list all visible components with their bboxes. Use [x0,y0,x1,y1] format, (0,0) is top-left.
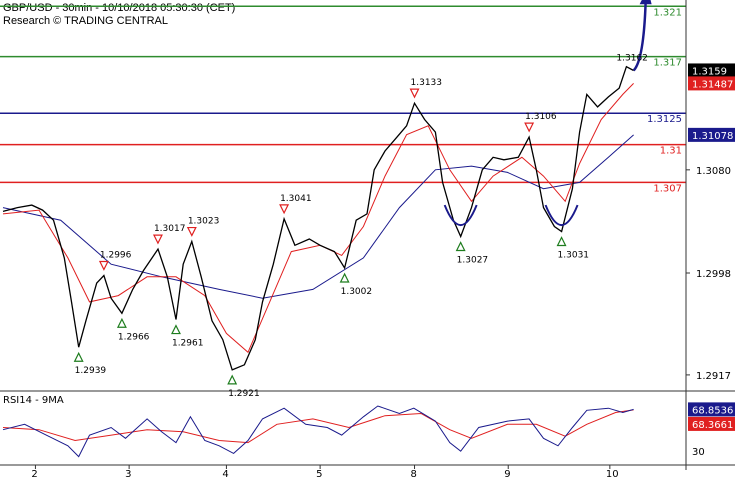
resistance-marker-0 [98,260,109,271]
x-tick-label-4: 8 [411,469,417,480]
rsi-panel: RSI14 - 9MA 30 68.8536 68.3661 [2,395,735,458]
y-tick-label-0: 1.3080 [696,166,731,177]
annotation-label-13: 1.3031 [558,250,590,260]
annotation-label-6: 1.3162 [616,54,648,64]
rsi-value-tag: 68.8536 [692,405,733,416]
chart-title: GBP/USD - 30min - 10/10/2018 05:30:30 (C… [3,2,236,14]
ema-fast-line [2,83,634,354]
ema-slow-line [2,134,634,299]
support-marker-12 [455,241,466,252]
level-label-1: 1.317 [653,58,682,69]
forecast-arrow-head [639,0,652,5]
annotation-label-10: 1.2921 [228,389,260,399]
rsi-ma-value-tag: 68.3661 [692,420,733,431]
rsi-y-tick-label-0: 30 [692,447,705,458]
rsi-value-tag-bg [688,402,735,417]
y-tick-label-1: 1.2998 [696,269,731,280]
price-layer [2,0,652,371]
level-label-2: 1.3125 [647,114,682,125]
level-label-4: 1.307 [653,183,682,194]
forecast-arrow-shaft [632,2,647,72]
chart-credit: Research © TRADING CENTRAL [3,15,168,27]
annotation-label-5: 1.3106 [525,112,557,122]
moving-averages-layer [2,83,634,354]
annotation-label-2: 1.3023 [188,217,220,227]
annotation-label-12: 1.3027 [457,256,489,266]
ema-slow-tag-bg [688,127,735,142]
annotation-label-7: 1.2939 [75,366,107,376]
rsi-line [2,405,634,458]
annotation-label-4: 1.3133 [411,78,443,88]
last-price-tag-bg [688,63,735,78]
annotation-label-3: 1.3041 [280,194,312,204]
annotation-label-9: 1.2961 [172,339,204,349]
last-price-tag: 1.3159 [692,66,727,77]
resistance-marker-3 [279,204,290,215]
cup-arc-0 [443,204,478,226]
x-tick-label-0: 2 [31,469,37,480]
support-marker-7 [73,351,84,362]
ema-fast-tag: 1.31487 [692,79,733,90]
y-tick-label-2: 1.2917 [696,371,731,382]
support-marker-10 [227,374,238,385]
price-line [2,65,634,371]
support-marker-13 [556,236,567,247]
levels-layer: 1.321 1.317 1.3125 1.31 1.307 [0,5,686,194]
rsi-title: RSI14 - 9MA [3,395,64,406]
x-tick-label-2: 4 [222,469,228,480]
level-label-0: 1.321 [653,7,682,18]
annotation-label-11: 1.3002 [341,287,373,297]
support-marker-11 [339,272,350,283]
resistance-marker-5 [524,122,535,133]
rsi-ma-value-tag-bg [688,416,735,431]
annotation-label-0: 1.2996 [100,251,132,261]
resistance-marker-2 [186,226,197,237]
level-label-3: 1.31 [660,146,682,157]
ema-slow-tag: 1.31078 [692,131,733,142]
support-marker-9 [171,324,181,335]
rsi-ma-line [2,409,634,444]
x-tick-label-3: 5 [316,469,322,480]
x-tick-label-5: 9 [504,469,510,480]
x-tick-label-6: 10 [606,469,619,480]
annotation-label-8: 1.2966 [118,332,150,342]
resistance-marker-4 [409,88,420,99]
resistance-marker-1 [152,234,163,245]
support-marker-8 [116,317,127,328]
ema-fast-tag-bg [688,76,735,91]
cup-arc-1 [544,204,579,226]
x-tick-label-1: 3 [125,469,131,480]
annotation-label-1: 1.3017 [154,224,186,234]
